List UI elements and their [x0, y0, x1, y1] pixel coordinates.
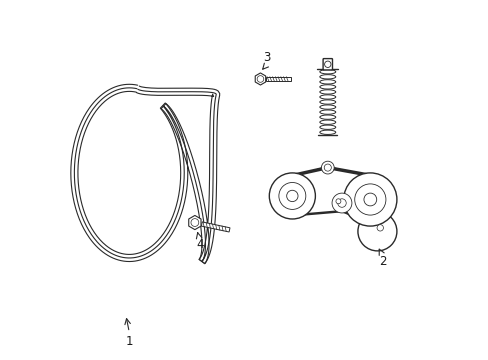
Circle shape [321, 161, 333, 174]
Circle shape [286, 190, 297, 202]
Circle shape [324, 164, 331, 171]
Polygon shape [201, 222, 229, 232]
Circle shape [191, 219, 198, 226]
Circle shape [357, 212, 396, 251]
Circle shape [343, 173, 396, 226]
Circle shape [278, 183, 305, 210]
Text: 1: 1 [125, 335, 133, 348]
Circle shape [376, 225, 383, 231]
Polygon shape [266, 77, 290, 81]
Circle shape [331, 193, 351, 213]
Text: 3: 3 [263, 51, 270, 64]
Circle shape [354, 184, 385, 215]
Circle shape [335, 199, 340, 204]
Polygon shape [188, 215, 201, 230]
Circle shape [363, 193, 376, 206]
Polygon shape [255, 73, 265, 85]
Text: 2: 2 [378, 255, 386, 268]
Polygon shape [71, 84, 219, 264]
Circle shape [257, 76, 263, 82]
Text: 4: 4 [196, 238, 203, 251]
Circle shape [269, 173, 315, 219]
Circle shape [324, 61, 330, 67]
Circle shape [337, 199, 346, 207]
FancyBboxPatch shape [323, 59, 332, 70]
